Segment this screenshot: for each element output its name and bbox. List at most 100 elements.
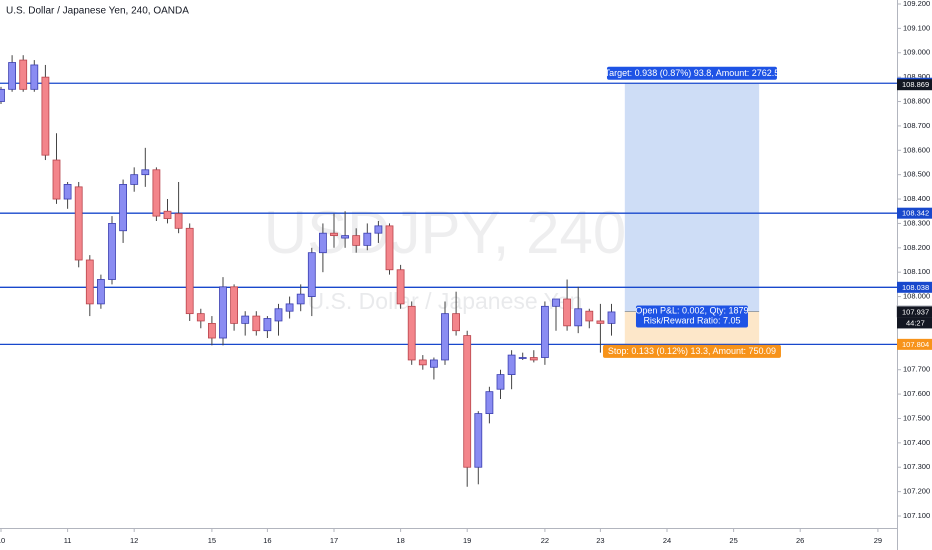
candle-body <box>85 259 94 305</box>
price-label: 108.038 <box>902 283 929 292</box>
candle-body <box>219 286 227 339</box>
candle-body <box>330 232 338 237</box>
countdown: 44:27 <box>906 318 925 327</box>
x-tick-label: 16 <box>263 536 271 545</box>
candle-body <box>0 88 5 102</box>
chart-title: U.S. Dollar / Japanese Yen, 240, OANDA <box>6 6 189 17</box>
candle-body <box>63 184 72 200</box>
candle-body <box>463 335 472 468</box>
stop-label: Stop: 0.133 (0.12%) 13.3, Amount: 750.09 <box>608 346 776 356</box>
candle-body <box>152 169 161 217</box>
price-label: 107.937 <box>902 307 929 316</box>
y-tick-label: 107.300 <box>903 462 930 471</box>
candle-body <box>418 359 427 366</box>
candle-body <box>385 225 394 271</box>
candle-body <box>185 227 194 315</box>
y-tick-label: 108.400 <box>903 194 930 203</box>
candle-body <box>207 322 216 339</box>
candle-body <box>30 64 39 90</box>
candle-body <box>19 59 28 90</box>
y-tick-label: 107.700 <box>903 365 930 374</box>
y-tick-label: 108.600 <box>903 145 930 154</box>
price-label: 108.342 <box>902 209 929 218</box>
candle-body <box>496 374 505 390</box>
candle-body <box>163 210 172 219</box>
candle-body <box>285 303 294 312</box>
y-tick-label: 108.900 <box>903 72 930 81</box>
x-tick-label: 22 <box>541 536 549 545</box>
x-tick-label: 18 <box>396 536 404 545</box>
y-tick-label: 107.600 <box>903 389 930 398</box>
x-tick-label: 11 <box>64 536 72 545</box>
candle-body <box>452 313 461 332</box>
candle-body <box>174 213 183 229</box>
candle-body <box>52 159 61 200</box>
x-axis-bg <box>0 528 897 550</box>
price-label-bg <box>897 338 932 350</box>
x-tick-label: 12 <box>130 536 138 545</box>
candle-body <box>241 315 250 324</box>
candle-body <box>563 298 571 327</box>
candle-body <box>141 169 150 176</box>
candle-body <box>485 391 494 414</box>
stop-label-bg <box>602 344 781 358</box>
candle-body <box>263 318 272 332</box>
y-tick-label: 107.100 <box>903 511 930 520</box>
y-tick-label: 107.200 <box>903 487 930 496</box>
y-tick-label: 108.500 <box>903 170 930 179</box>
x-tick-label: 17 <box>330 536 338 545</box>
x-tick-label: 10 <box>0 536 5 545</box>
y-tick-label: 108.800 <box>903 97 930 106</box>
candle-body <box>318 232 327 254</box>
candle-body <box>108 223 116 280</box>
x-tick-label: 25 <box>729 536 737 545</box>
y-tick-label: 108.000 <box>903 292 930 301</box>
y-tick-label: 109.200 <box>903 0 930 8</box>
price-label-bg <box>897 306 932 318</box>
candle-body <box>196 313 205 322</box>
y-axis-bg <box>897 0 932 550</box>
candle-body <box>396 269 405 305</box>
candle-body <box>596 320 605 324</box>
y-tick-label: 108.200 <box>903 243 930 252</box>
candle-body <box>119 184 127 232</box>
candle-body <box>363 232 372 246</box>
x-tick-label: 19 <box>463 536 471 545</box>
candle-body <box>441 313 449 361</box>
price-label: 107.804 <box>902 340 929 349</box>
target-zone <box>624 83 760 312</box>
rr-label: Risk/Reward Ratio: 7.05 <box>643 315 740 325</box>
candle-body <box>585 310 594 322</box>
x-tick-label: 15 <box>208 536 216 545</box>
candle-body <box>97 279 105 305</box>
candle-body <box>552 298 560 307</box>
candle-body <box>41 76 50 156</box>
candle-body <box>374 225 383 234</box>
candle-body <box>529 357 538 361</box>
pl-label: Open P&L: 0.002, Qty: 1879 <box>635 305 748 315</box>
x-tick-label: 29 <box>874 536 882 545</box>
candle-body <box>507 354 516 375</box>
price-label-bg <box>897 281 932 293</box>
target-label: Target: 0.938 (0.87%) 93.8, Amount: 2762… <box>605 68 780 78</box>
candle-body <box>607 311 616 324</box>
countdown-bg <box>897 317 932 329</box>
y-tick-label: 108.700 <box>903 121 930 130</box>
price-label-bg <box>897 79 932 91</box>
price-label-bg <box>897 207 932 219</box>
pl-box <box>635 305 748 328</box>
candle-body <box>429 359 438 368</box>
y-tick-label: 107.500 <box>903 413 930 422</box>
candle-body <box>230 286 239 324</box>
candle-body <box>541 305 549 358</box>
target-label-bg <box>606 66 777 80</box>
x-tick-label: 26 <box>796 536 804 545</box>
candle-body <box>341 235 350 239</box>
candle-body <box>296 293 305 305</box>
candle-body <box>407 305 416 361</box>
watermark-group: USDJPY, 240 U.S. Dollar / Japanese Yen <box>264 199 626 314</box>
y-tick-label: 108.300 <box>903 218 930 227</box>
candle-body <box>518 357 527 359</box>
y-tick-label: 109.000 <box>903 48 930 57</box>
